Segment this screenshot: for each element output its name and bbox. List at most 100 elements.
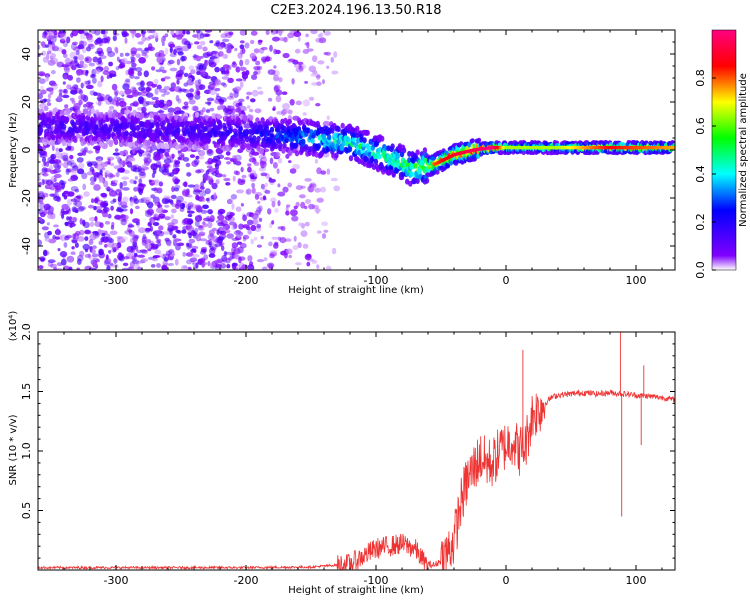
spectrogram-noise-cell	[43, 161, 47, 166]
spectrogram-noise-cell	[161, 265, 168, 270]
spectrogram-noise-cell	[91, 168, 95, 176]
spectrogram-noise-cell	[43, 208, 48, 216]
spectrogram-ridge-cell	[128, 141, 133, 148]
spectrogram-noise-cell	[42, 173, 49, 177]
spectrogram-noise-cell	[224, 112, 232, 116]
spectrogram-noise-cell	[186, 259, 192, 265]
spectrogram-noise-cell	[151, 66, 156, 71]
spectrogram-noise-cell	[40, 259, 45, 263]
spectrogram-noise-cell	[179, 65, 186, 72]
spectrogram-noise-cell	[224, 32, 233, 38]
spectrogram-noise-cell	[83, 104, 87, 108]
spectrogram-noise-cell	[77, 30, 84, 34]
spectrogram-noise-cell	[64, 66, 70, 74]
spectrogram-noise-cell	[281, 91, 288, 95]
spectrogram-noise-cell	[304, 205, 308, 210]
spectrogram-noise-cell	[177, 98, 182, 104]
spectrogram-noise-cell	[283, 251, 288, 259]
spectrogram-noise-cell	[152, 168, 157, 175]
spectrogram-ridge-cell	[470, 138, 475, 144]
spectrogram-noise-cell	[238, 256, 242, 264]
spectrogram-noise-cell	[325, 265, 332, 270]
spectrogram-noise-cell	[195, 262, 199, 269]
spectrogram-noise-cell	[262, 148, 270, 153]
spectrogram-ridge-cell	[476, 137, 482, 143]
spectrogram-noise-cell	[315, 103, 321, 107]
spectrogram-noise-cell	[70, 186, 79, 192]
spectrogram-noise-cell	[130, 60, 135, 64]
spectrogram-noise-cell	[310, 30, 318, 35]
spectrogram-noise-cell	[235, 102, 241, 108]
spectrogram-ridge-cell	[269, 133, 275, 140]
spectrogram-noise-cell	[229, 92, 234, 98]
spectrogram-noise-cell	[192, 189, 201, 195]
spectrogram-noise-cell	[141, 98, 146, 102]
spectrogram-noise-cell	[229, 255, 233, 261]
spectrogram-ridge-cell	[135, 117, 140, 124]
spectrogram-noise-cell	[75, 195, 82, 199]
spectrogram-noise-cell	[188, 77, 193, 82]
spectrogram-noise-cell	[100, 192, 108, 198]
spectrogram-noise-cell	[195, 89, 200, 94]
spectrogram-noise-cell	[94, 221, 102, 228]
spectrogram-noise-cell	[258, 47, 265, 54]
spectrogram-noise-cell	[239, 30, 247, 36]
spectrogram-ridge-cell	[317, 134, 322, 141]
spectrogram-ridge-cell	[108, 141, 114, 148]
spectrogram-noise-cell	[41, 178, 45, 186]
spectrogram-noise-cell	[47, 59, 56, 66]
spectrogram-noise-cell	[158, 166, 167, 173]
spectrogram-noise-cell	[186, 30, 191, 35]
spectrogram-noise-cell	[292, 245, 299, 251]
spectrogram-noise-cell	[306, 261, 311, 267]
spectrogram-ridge-cell	[150, 122, 155, 129]
spectrogram-noise-cell	[46, 102, 52, 106]
spectrogram-noise-cell	[253, 236, 258, 241]
spectrogram-noise-cell	[314, 187, 321, 193]
spectrogram-ridge-cell	[220, 140, 226, 147]
spectrogram-noise-cell	[315, 74, 321, 79]
spectrogram-noise-cell	[164, 237, 170, 242]
spectrogram-noise-cell	[261, 266, 268, 270]
spectrogram-noise-cell	[40, 89, 47, 95]
spectrogram-noise-cell	[169, 46, 173, 54]
spectrogram-noise-cell	[291, 215, 299, 222]
spectrogram-noise-cell	[134, 76, 140, 80]
spectrogram-noise-cell	[310, 186, 315, 191]
spectrogram-noise-cell	[183, 105, 189, 109]
spectrogram-noise-cell	[159, 99, 165, 104]
spectrogram-noise-cell	[253, 161, 260, 166]
spectrogram-noise-cell	[106, 233, 111, 239]
spectrogram-noise-cell	[330, 177, 338, 182]
spectrogram-ridge-cell	[155, 121, 160, 128]
spectrogram-noise-cell	[159, 88, 167, 93]
spectrogram-noise-cell	[69, 168, 78, 174]
spectrogram-noise-cell	[94, 197, 99, 204]
spectrogram-noise-cell	[40, 257, 46, 262]
spectrogram-ridge-cell	[355, 125, 360, 132]
spectrogram-noise-cell	[58, 162, 64, 166]
spectrogram-noise-cell	[171, 208, 177, 214]
spectrogram-noise-cell	[294, 48, 301, 54]
spectrogram-ridge-cell	[415, 149, 420, 156]
spectrogram-noise-cell	[214, 79, 221, 86]
spectrogram-ridge-cell	[334, 152, 339, 159]
spectrogram-ridge-cell	[383, 145, 388, 152]
spectrogram-noise-cell	[54, 236, 60, 240]
spectrogram-noise-cell	[155, 244, 159, 249]
spectrogram-noise-cell	[284, 109, 293, 114]
y-tick-label: 40	[20, 47, 33, 61]
spectrogram-noise-cell	[239, 59, 244, 67]
spectrogram-noise-cell	[186, 225, 195, 232]
spectrogram-noise-cell	[138, 143, 145, 148]
spectrogram-noise-cell	[217, 105, 225, 110]
spectrogram-noise-cell	[163, 76, 171, 80]
spectrogram-noise-cell	[151, 96, 159, 101]
spectrogram-noise-cell	[234, 86, 242, 92]
x-tick-label: 100	[626, 574, 647, 587]
spectrogram-noise-cell	[175, 47, 183, 54]
spectrogram-noise-cell	[155, 69, 163, 73]
spectrogram-noise-cell	[249, 156, 253, 163]
spectrogram-noise-cell	[195, 55, 202, 62]
colorbar-tick-label: 0.0	[694, 261, 707, 279]
